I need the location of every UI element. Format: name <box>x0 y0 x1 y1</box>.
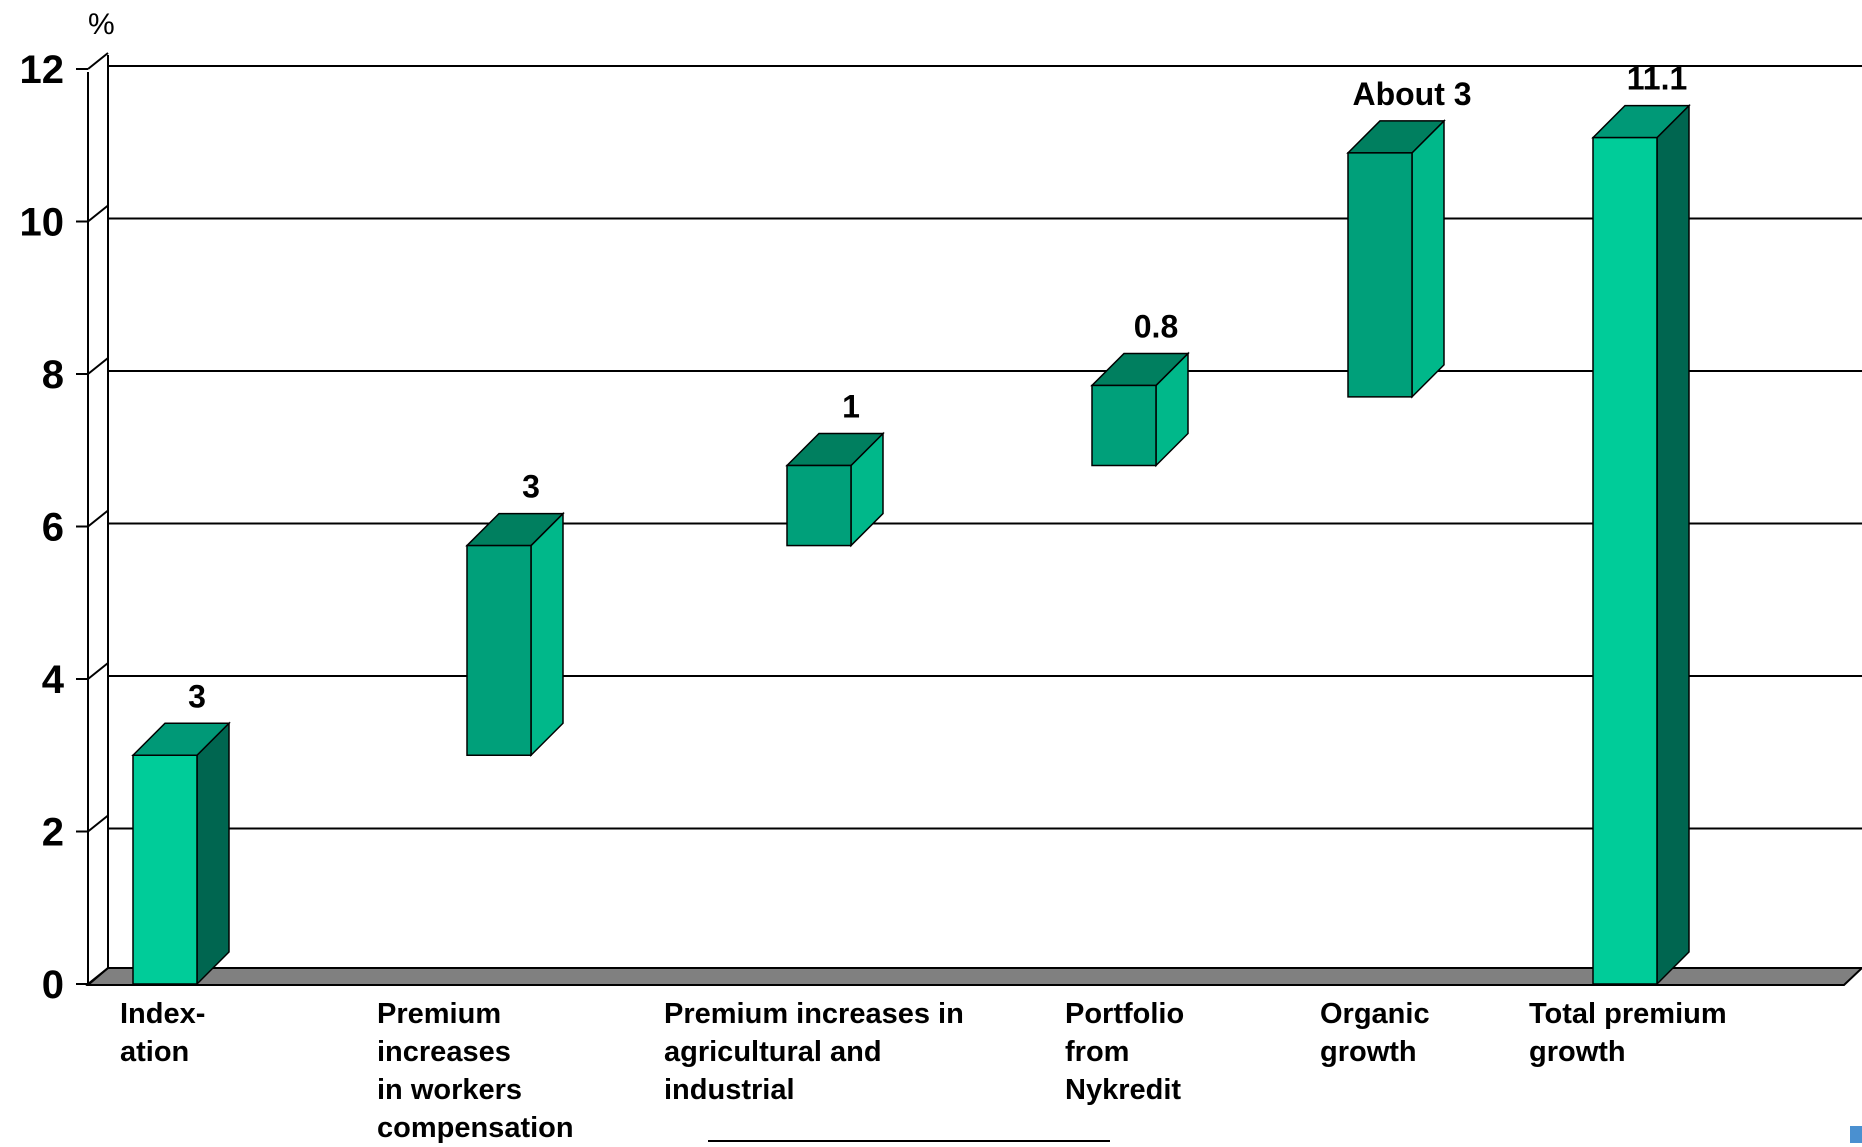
data-label: 3 <box>188 678 206 714</box>
category-label: Index- ation <box>120 998 206 1068</box>
data-label: About 3 <box>1352 76 1471 112</box>
bar <box>131 721 231 986</box>
category-label: Premium increases in workers compensatio… <box>377 998 574 1144</box>
corner-mark <box>1850 1126 1862 1143</box>
bar-side <box>1656 103 1690 986</box>
y-tick-label: 4 <box>42 658 65 702</box>
y-tick-label: 6 <box>42 506 64 550</box>
y-tick-depth <box>87 662 109 680</box>
data-label: 0.8 <box>1134 308 1178 344</box>
grid-layer <box>108 65 1862 830</box>
data-label: 11.1 <box>1627 61 1688 97</box>
bar-side <box>196 721 230 986</box>
y-tick-depth <box>87 52 109 70</box>
y-tick-label: 8 <box>42 353 64 397</box>
bar <box>1591 103 1691 986</box>
y-tick-depth <box>87 814 109 833</box>
y-tick-depth <box>87 509 109 528</box>
y-tick-depth <box>87 967 109 985</box>
category-label: Portfolio from Nykredit <box>1065 998 1185 1106</box>
data-label: 1 <box>842 389 860 425</box>
y-tick-label: 10 <box>20 201 65 245</box>
bar-side <box>530 511 564 758</box>
bar-front <box>466 544 532 756</box>
bar <box>1090 351 1190 468</box>
bar <box>465 511 565 758</box>
data-label: 3 <box>522 469 540 505</box>
bar-front <box>1592 136 1658 985</box>
y-axis: 0 2 4 6 8 10 12% <box>20 8 115 1007</box>
bar <box>1346 119 1446 399</box>
y-tick-label: 2 <box>42 811 64 855</box>
y-tick-label: 0 <box>42 963 64 1007</box>
bar <box>785 431 885 548</box>
bar-front <box>1091 384 1157 467</box>
category-label: Total premium growth <box>1529 998 1727 1068</box>
bar-front <box>1347 152 1413 398</box>
y-tick-label: 12 <box>20 48 65 92</box>
category-label: Premium increases in agricultural and in… <box>664 998 964 1106</box>
bars-layer <box>131 103 1691 986</box>
bar-front <box>786 464 852 547</box>
y-unit-label: % <box>88 8 115 41</box>
bar-front <box>132 754 198 985</box>
y-tick-depth <box>87 204 109 223</box>
y-tick-depth <box>87 357 109 375</box>
data-labels: 3 3 1 0.8 About 3 11.1 <box>188 61 1687 715</box>
category-label: Organic growth <box>1320 998 1430 1068</box>
bar-side <box>1411 119 1445 399</box>
